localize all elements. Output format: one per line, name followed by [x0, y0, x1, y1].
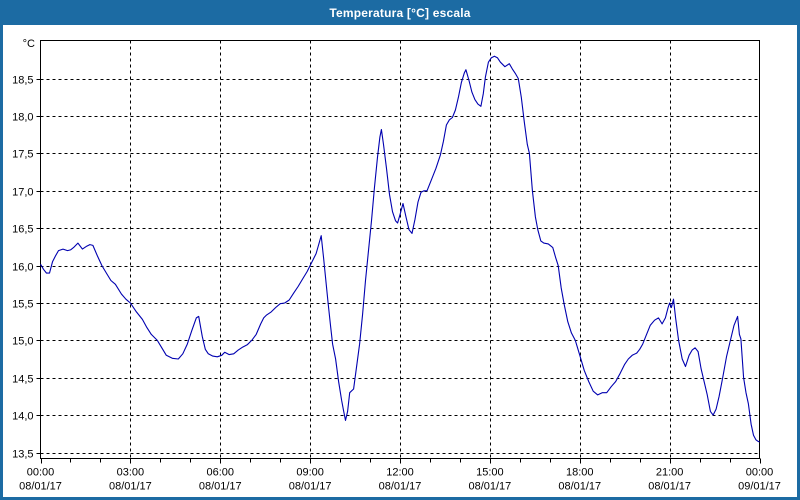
- y-tick-label: 18,0: [12, 112, 33, 124]
- x-tick-time-label: 00:00: [27, 467, 55, 479]
- y-tick-label: 17,0: [12, 187, 33, 199]
- temperature-series-line: [40, 55, 760, 443]
- y-axis-unit-label: °C: [22, 38, 35, 50]
- x-tick-time-label: 18:00: [566, 467, 594, 479]
- y-tick-label: 18,5: [12, 75, 33, 87]
- x-tick-date-label: 08/01/17: [199, 481, 242, 493]
- x-tick-time-label: 03:00: [117, 467, 145, 479]
- x-tick-time-label: 00:00: [746, 467, 774, 479]
- window-title: Temperatura [°C] escala: [329, 5, 471, 20]
- x-tick-date-label: 08/01/17: [109, 481, 152, 493]
- x-tick-date-label: 08/01/17: [289, 481, 332, 493]
- x-tick-time-label: 15:00: [476, 467, 504, 479]
- x-tick-date-label: 08/01/17: [648, 481, 691, 493]
- x-tick-date-label: 09/01/17: [738, 481, 781, 493]
- x-tick-time-label: 12:00: [386, 467, 414, 479]
- temperature-line-chart[interactable]: 18,5 18,0 17,5 17,0 16,5 16,0 15,5 15,0 14,5 14,0…: [3, 25, 797, 497]
- y-tick-label: 14,0: [12, 411, 33, 423]
- chart-container: °C 18,5 18,0 17,5 17,0 16,5 16,0 15,5 15,0 14,5 1…: [3, 25, 797, 497]
- plot-border: [40, 40, 760, 459]
- y-tick-label: 16,0: [12, 262, 33, 274]
- y-tick-label: 14,5: [12, 374, 33, 386]
- x-tick-time-label: 09:00: [296, 467, 324, 479]
- y-tick-label: 17,5: [12, 149, 33, 161]
- x-tick-date-label: 08/01/17: [558, 481, 601, 493]
- y-tick-label: 15,0: [12, 336, 33, 348]
- x-tick-date-label: 08/01/17: [19, 481, 62, 493]
- x-tick-date-label: 08/01/17: [379, 481, 422, 493]
- x-tick-time-label: 21:00: [656, 467, 684, 479]
- y-tick-label: 13,5: [12, 449, 33, 461]
- y-tick-label: 15,5: [12, 299, 33, 311]
- x-tick-time-label: 06:00: [206, 467, 234, 479]
- x-tick-date-label: 08/01/17: [468, 481, 511, 493]
- y-tick-label: 16,5: [12, 224, 33, 236]
- window-titlebar[interactable]: Temperatura [°C] escala: [0, 0, 800, 25]
